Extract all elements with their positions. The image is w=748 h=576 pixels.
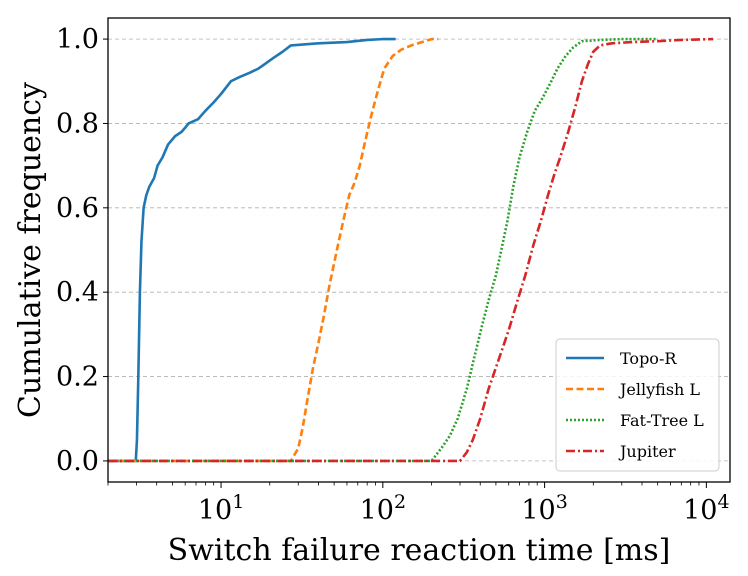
- y-tick-label: 0.2: [56, 362, 99, 393]
- legend-label: Fat-Tree L: [620, 411, 704, 430]
- y-tick-label: 0.8: [56, 108, 99, 139]
- x-axis-title: Switch failure reaction time [ms]: [168, 533, 671, 568]
- x-tick-label: 101: [198, 491, 244, 526]
- y-axis-title: Cumulative frequency: [13, 82, 48, 418]
- x-tick-label: 103: [521, 491, 567, 526]
- series-line-jellyfish-l: [108, 37, 439, 463]
- legend: Topo-R Jellyfish L Fat-Tree L Jupiter: [555, 338, 720, 472]
- legend-label: Topo-R: [620, 349, 677, 368]
- plot-frame: [107, 17, 731, 483]
- y-tick-label: 0.0: [56, 446, 99, 477]
- y-tick-label: 0.4: [56, 277, 99, 308]
- x-tick-label: 102: [360, 491, 406, 526]
- x-tick-label: 104: [683, 491, 729, 526]
- series-line-fat-tree-l: [108, 37, 658, 463]
- series-line-jupiter: [108, 37, 714, 463]
- series-layer: [108, 37, 714, 463]
- legend-label: Jupiter: [618, 442, 676, 461]
- legend-box: [555, 338, 720, 472]
- series-line-topo-r: [108, 37, 396, 463]
- y-tick-label: 0.6: [56, 193, 99, 224]
- y-tick-label: 1.0: [56, 24, 99, 55]
- legend-label: Jellyfish L: [618, 380, 700, 399]
- tick-layer: 0.0 0.2 0.4 0.6 0.8 1.0 101 102 103 104: [56, 24, 730, 526]
